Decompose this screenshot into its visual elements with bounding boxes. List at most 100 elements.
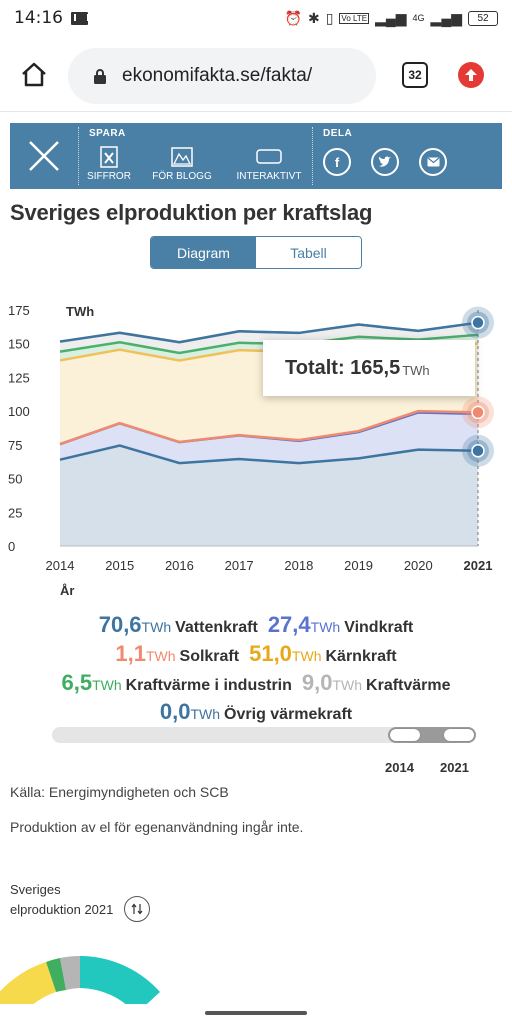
legend-value: 6,5 (61, 670, 93, 695)
legend-value: 1,1 (115, 641, 146, 666)
line-övrig-värmekraft (59, 321, 479, 344)
signal-icon: ▂▄▆ (375, 9, 407, 26)
x-tick-label: 2020 (404, 558, 433, 573)
status-bar: 14:16 ⏰ ✱ ▯ Vo LTE ▂▄▆ 4G ▂▄▆ 52 (0, 0, 512, 36)
x-tick-label: 2018 (284, 558, 313, 573)
legend-unit: TWh (310, 619, 341, 635)
address-bar[interactable]: ekonomifakta.se/fakta/ (68, 48, 376, 104)
email-icon[interactable] (419, 148, 447, 176)
excel-icon (99, 145, 119, 169)
mail-icon (71, 11, 89, 25)
legend-unit: TWh (190, 706, 221, 722)
hover-marker (471, 444, 485, 458)
legend-name: Kraftvärme i industrin (125, 677, 292, 694)
subchart-title: Sveriges elproduktion 2021 (10, 882, 114, 917)
area-vattenkraft (60, 445, 478, 546)
legend-name: Solkraft (179, 648, 240, 665)
area-kraftvärme (60, 322, 478, 354)
y-tick-label: 125 (8, 370, 30, 385)
range-end-handle[interactable] (444, 729, 474, 741)
close-icon (29, 141, 59, 171)
vibrate-icon: ▯ (325, 9, 334, 26)
signal-icon-2: ▂▄▆ (430, 9, 462, 26)
share-toolbar: SPARA SIFFROR FÖR BLOGG INTERAKTIVT DELA… (10, 123, 502, 189)
legend-item[interactable]: 27,4 TWh Vindkraft (268, 612, 413, 638)
x-tick-label: 2016 (165, 558, 194, 573)
donut-chart[interactable] (0, 940, 200, 1004)
save-heading: SPARA (89, 128, 126, 139)
legend-item[interactable]: 9,0 TWh Kraftvärme (302, 670, 451, 696)
x-tick-label: 2021 (464, 558, 493, 573)
x-tick-label: 2017 (225, 558, 254, 573)
tooltip-label: Totalt: 165,5 (285, 356, 401, 379)
legend-unit: TWh (291, 648, 322, 664)
battery-icon: 52 (468, 10, 498, 26)
home-icon[interactable] (20, 60, 48, 88)
line-vattenkraft (59, 444, 479, 465)
y-tick-label: 175 (8, 303, 30, 318)
legend-row: 0,0 TWh Övrig värmekraft (0, 699, 512, 728)
donut-segment (0, 962, 56, 1004)
swap-icon[interactable] (124, 896, 150, 922)
view-toggle: Diagram Tabell (150, 236, 362, 269)
y-tick-label: 0 (8, 539, 15, 554)
tabs-count-button[interactable]: 32 (402, 62, 428, 88)
status-icons: ⏰ ✱ ▯ Vo LTE ▂▄▆ 4G ▂▄▆ 52 (285, 10, 498, 27)
tab-table[interactable]: Tabell (256, 237, 361, 268)
legend-name: Vattenkraft (175, 619, 258, 636)
legend-item[interactable]: 51,0 TWh Kärnkraft (249, 641, 397, 667)
share-heading: DELA (323, 128, 353, 139)
total-tooltip: Totalt: 165,5 TWh (263, 340, 475, 396)
legend-item[interactable]: 1,1 TWh Solkraft (115, 641, 239, 667)
url-text: ekonomifakta.se/fakta/ (122, 65, 313, 86)
donut-segment (80, 956, 160, 1004)
legend: 70,6 TWh Vattenkraft 27,4 TWh Vindkraft 1,1 T… (0, 612, 512, 728)
donut-segment (60, 956, 80, 990)
legend-item[interactable]: 0,0 TWh Övrig värmekraft (160, 699, 352, 725)
legend-row: 6,5 TWh Kraftvärme i industrin 9,0 TWh Kraft… (0, 670, 512, 699)
close-button[interactable] (10, 123, 78, 189)
range-start-handle[interactable] (390, 729, 420, 741)
note-text: Produktion av el för egenanvändning ingå… (10, 819, 304, 835)
facebook-icon[interactable]: f (323, 148, 351, 176)
save-numbers-button[interactable]: SIFFROR (86, 145, 132, 182)
legend-name: Övrig värmekraft (224, 706, 353, 723)
legend-row: 1,1 TWh Solkraft 51,0 TWh Kärnkraft (0, 641, 512, 670)
x-tick-label: 2019 (344, 558, 373, 573)
tab-diagram[interactable]: Diagram (151, 237, 256, 268)
hover-marker (471, 405, 485, 420)
twitter-icon[interactable] (371, 148, 399, 176)
y-tick-label: 100 (8, 404, 30, 419)
y-tick-label: 50 (8, 472, 22, 487)
save-interactive-button[interactable]: INTERAKTIVT (232, 145, 306, 182)
gesture-bar[interactable] (205, 1011, 307, 1015)
x-tick-label: 2014 (46, 558, 75, 573)
update-icon[interactable] (458, 62, 484, 88)
legend-value: 51,0 (249, 641, 292, 666)
page-title: Sveriges elproduktion per kraftslag (10, 200, 373, 225)
legend-unit: TWh (141, 619, 172, 635)
line-solkraft (59, 409, 479, 446)
legend-name: Vindkraft (344, 619, 414, 636)
source-text: Källa: Energimyndigheten och SCB (10, 784, 229, 800)
legend-item[interactable]: 70,6 TWh Vattenkraft (99, 612, 258, 638)
year-range-slider[interactable] (52, 727, 476, 743)
status-time: 14:16 (14, 8, 63, 28)
x-tick-label: 2015 (105, 558, 134, 573)
area-chart[interactable]: 0 25 50 75 100 125 150 175 TWh 2014 2015 2016 2017 20… (0, 292, 512, 602)
network-type: 4G (412, 13, 425, 23)
save-for-blog-button[interactable]: FÖR BLOGG (150, 145, 214, 182)
donut-segment (46, 958, 66, 992)
save-interactive-label: INTERAKTIVT (236, 171, 302, 182)
range-start-label: 2014 (385, 760, 414, 775)
legend-value: 27,4 (267, 612, 311, 637)
legend-item[interactable]: 6,5 TWh Kraftvärme i industrin (61, 670, 291, 696)
y-tick-label: 75 (8, 438, 22, 453)
legend-unit: TWh (145, 648, 176, 664)
save-for-blog-label: FÖR BLOGG (152, 171, 212, 182)
legend-name: Kärnkraft (325, 648, 397, 665)
y-axis-label: TWh (66, 304, 94, 319)
lock-icon (94, 69, 106, 84)
chart-image-icon (171, 145, 193, 169)
y-tick-label: 25 (8, 505, 22, 520)
